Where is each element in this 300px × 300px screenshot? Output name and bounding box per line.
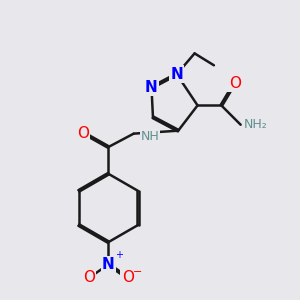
Text: N: N (102, 257, 115, 272)
Text: O: O (83, 270, 95, 285)
Text: NH: NH (141, 130, 159, 143)
Text: O: O (229, 76, 241, 91)
Text: O: O (122, 270, 134, 285)
Text: N: N (170, 67, 183, 82)
Text: N: N (145, 80, 158, 95)
Text: O: O (77, 126, 89, 141)
Text: −: − (133, 267, 142, 278)
Text: +: + (115, 250, 123, 260)
Text: NH₂: NH₂ (244, 118, 267, 131)
